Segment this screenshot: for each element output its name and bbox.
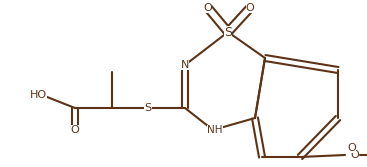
Text: O: O [204, 3, 212, 13]
Text: O: O [348, 143, 356, 153]
Text: NH: NH [207, 125, 223, 135]
Text: O: O [246, 3, 254, 13]
Text: O: O [70, 125, 79, 135]
Text: S: S [224, 26, 232, 39]
Text: HO: HO [29, 90, 47, 100]
Text: N: N [181, 60, 189, 70]
Text: S: S [145, 103, 152, 113]
Text: O: O [350, 150, 359, 160]
